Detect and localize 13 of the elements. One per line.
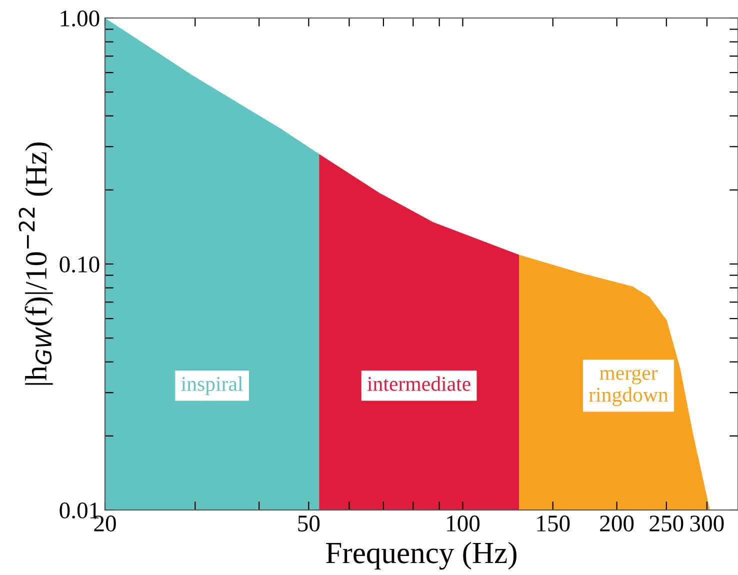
x-tick-label: 300 <box>690 516 724 532</box>
x-tick-label: 50 <box>298 516 320 532</box>
x-tick-label: 100 <box>447 516 480 532</box>
x-tick-label: 150 <box>537 516 570 532</box>
x-tick-label: 200 <box>600 516 634 532</box>
series-label: inspiral <box>181 376 243 396</box>
y-tick-label: 1.00 <box>60 10 100 27</box>
y-axis-title: |h$_{GW}$(f)|/10$^{−22}$ (Hz) <box>18 142 53 385</box>
series-label: merger ringdown <box>588 369 668 406</box>
x-tick-label: 250 <box>650 516 684 532</box>
series-label: intermediate <box>367 376 470 391</box>
y-tick-label: 0.10 <box>60 256 100 273</box>
x-axis-title: Frequency (Hz) <box>326 542 516 570</box>
